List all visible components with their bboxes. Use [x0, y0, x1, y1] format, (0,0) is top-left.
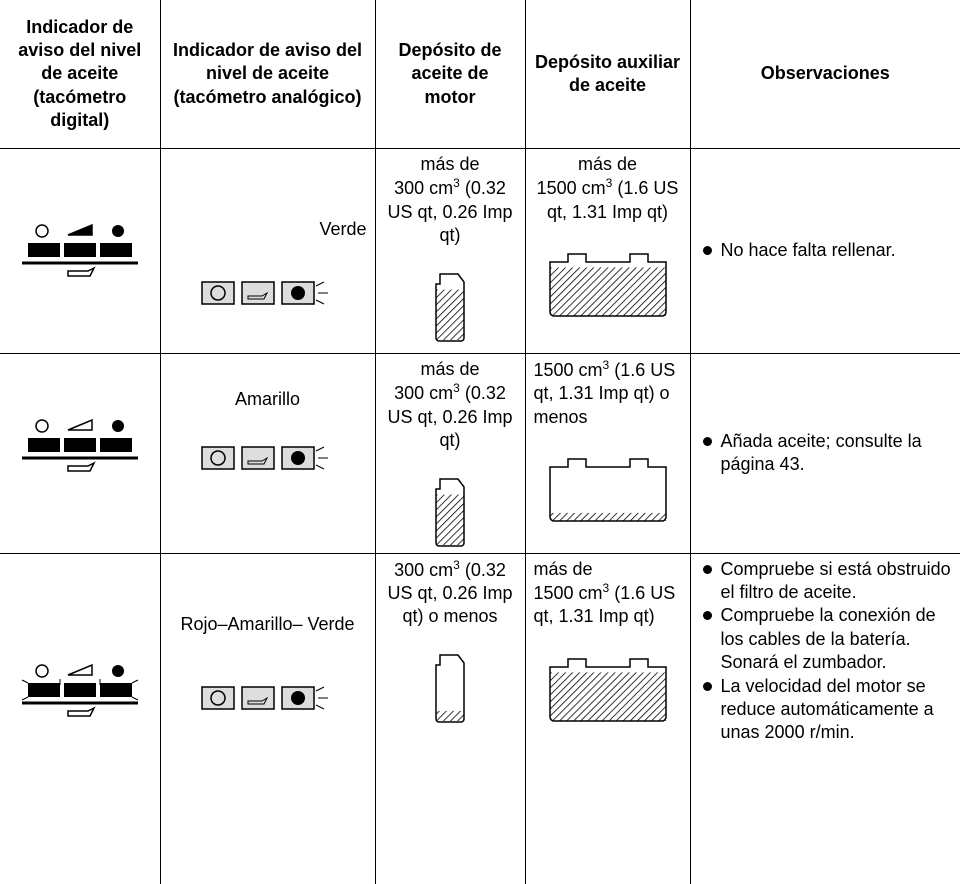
aux-cell: 1500 cm3 (1.6 US qt, 1.31 Imp qt) o meno…: [525, 354, 690, 554]
note: La velocidad del motor se reduce automát…: [721, 675, 953, 745]
amount-prefix: más de: [384, 358, 517, 381]
analog-color: Rojo–Amarillo– Verde: [169, 613, 367, 636]
aux-tank-icon: [546, 449, 670, 525]
amount-text: 300 cm3 (0.32 US qt, 0.26 Imp qt) o meno…: [384, 558, 517, 629]
engine-tank-icon: [430, 473, 470, 549]
analog-cell: Rojo–Amarillo– Verde: [160, 553, 375, 884]
amount-prefix: más de: [384, 153, 517, 176]
exponent: 3: [453, 176, 460, 190]
amount: 300 cm: [394, 383, 453, 403]
header-cell: Observaciones: [690, 0, 960, 149]
amount: 1500 cm: [534, 583, 603, 603]
notes-list: No hace falta rellenar.: [699, 239, 953, 262]
amount-prefix: más de: [534, 153, 682, 176]
analog-indicator: [198, 276, 338, 310]
amount: 1500 cm: [534, 360, 603, 380]
exponent: 3: [453, 558, 460, 572]
analog-color: Verde: [169, 218, 367, 241]
digital-indicator: [20, 653, 140, 733]
note: Compruebe la conexión de los cables de l…: [721, 604, 953, 674]
aux-tank-icon: [546, 649, 670, 725]
notes-list: Añada aceite; consulte la página 43.: [699, 430, 953, 477]
exponent: 3: [606, 176, 613, 190]
exponent: 3: [453, 381, 460, 395]
analog-indicator: [198, 681, 338, 715]
header-cell: Indicador de aviso del nivel de aceite (…: [0, 0, 160, 149]
notes-cell: No hace falta rellenar.: [690, 149, 960, 354]
amount: 300 cm: [394, 560, 453, 580]
digital-cell: [0, 553, 160, 884]
note: Añada aceite; consulte la página 43.: [721, 430, 953, 477]
amount: 1500 cm: [537, 178, 606, 198]
digital-indicator: [20, 213, 140, 293]
analog-cell: Amarillo: [160, 354, 375, 554]
page: Indicador de aviso del nivel de aceite (…: [0, 0, 960, 851]
header-cell: Indicador de aviso del nivel de aceite (…: [160, 0, 375, 149]
exponent: 3: [603, 581, 610, 595]
note: No hace falta rellenar.: [721, 239, 953, 262]
exponent: 3: [603, 358, 610, 372]
amount-text: 1500 cm3 (1.6 US qt, 1.31 Imp qt) o meno…: [534, 358, 682, 429]
analog-color: Amarillo: [169, 388, 367, 411]
analog-indicator: [198, 441, 338, 475]
amount: 300 cm: [394, 178, 453, 198]
note: Compruebe si está obstruido el filtro de…: [721, 558, 953, 605]
engine-cell: 300 cm3 (0.32 US qt, 0.26 Imp qt) o meno…: [375, 553, 525, 884]
digital-cell: [0, 149, 160, 354]
header-cell: Depósito auxiliar de aceite: [525, 0, 690, 149]
engine-tank-icon: [430, 649, 470, 725]
engine-tank-icon: [430, 268, 470, 344]
notes-cell: Añada aceite; consulte la página 43.: [690, 354, 960, 554]
digital-indicator: [20, 408, 140, 488]
notes-list: Compruebe si está obstruido el filtro de…: [699, 558, 953, 745]
notes-cell: Compruebe si está obstruido el filtro de…: [690, 553, 960, 884]
aux-tank-icon: [546, 244, 670, 320]
table-row: Rojo–Amarillo– Verde 300 cm3 (0.32 US qt…: [0, 553, 960, 884]
digital-cell: [0, 354, 160, 554]
analog-cell: Verde: [160, 149, 375, 354]
amount-prefix: más de: [534, 558, 682, 581]
header-cell: Depósito de aceite de motor: [375, 0, 525, 149]
